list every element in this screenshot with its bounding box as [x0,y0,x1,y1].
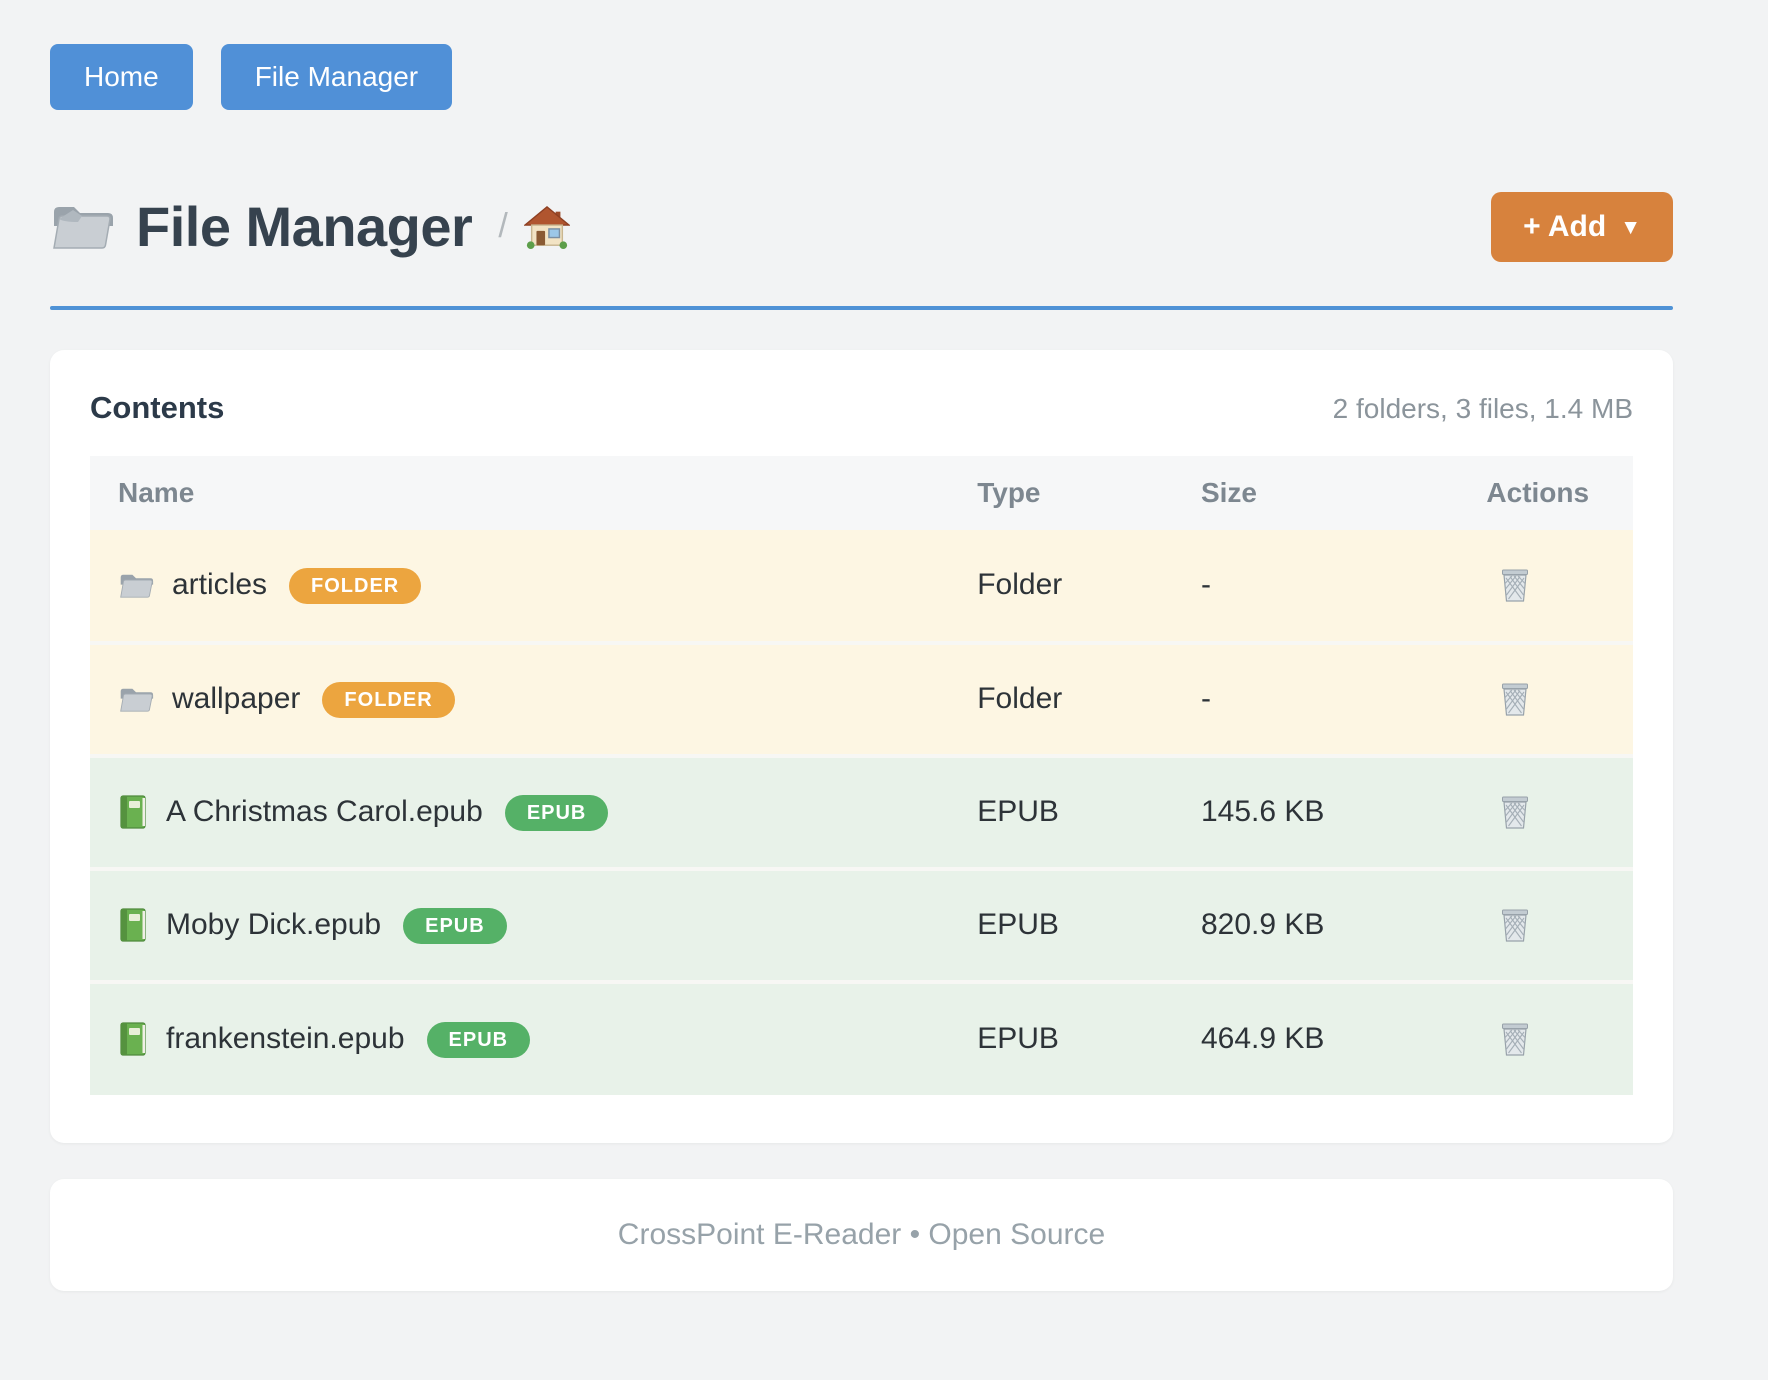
add-button[interactable]: + Add ▼ [1491,191,1673,262]
trash-icon [1502,683,1529,716]
home-button[interactable]: Home [50,44,193,110]
table-row-moby-dick[interactable]: Moby Dick.epub EPUB EPUB 820.9 KB [90,868,1633,982]
file-link[interactable]: A Christmas Carol.epub [166,795,483,829]
column-header-type: Type [977,476,1041,508]
trash-icon [1502,796,1529,829]
house-icon [523,205,570,249]
folder-icon [53,206,113,249]
title-divider [50,305,1673,310]
folder-link[interactable]: articles [172,568,268,602]
table-row-wallpaper[interactable]: wallpaper FOLDER Folder - [90,642,1633,756]
trash-icon [1502,909,1529,942]
size-value: 820.9 KB [1200,908,1325,942]
page-header: File Manager / + Add ▼ [50,191,1673,262]
contents-summary: 2 folders, 3 files, 1.4 MB [1332,392,1633,424]
folder-link[interactable]: wallpaper [172,682,301,716]
breadcrumb: / [498,204,570,250]
delete-button[interactable] [1486,567,1530,603]
column-header-actions: Actions [1486,476,1590,508]
top-nav: Home File Manager [50,44,1673,110]
delete-button[interactable] [1486,681,1530,717]
size-value: 464.9 KB [1200,1022,1325,1056]
epub-badge: EPUB [504,795,609,832]
folder-badge: FOLDER [322,682,455,719]
type-value: EPUB [977,795,1059,829]
table-header-row: Name Type Size Actions [90,455,1633,530]
type-value: EPUB [977,1022,1059,1056]
epub-badge: EPUB [426,1022,531,1059]
book-icon [118,1021,148,1057]
contents-card: Contents 2 folders, 3 files, 1.4 MB Name… [50,349,1673,1143]
column-header-name: Name [118,476,195,508]
trash-icon [1502,1023,1529,1056]
file-manager-button[interactable]: File Manager [220,44,453,110]
breadcrumb-home-link[interactable] [523,204,570,250]
delete-button[interactable] [1486,907,1530,943]
table-row-frankenstein[interactable]: frankenstein.epub EPUB EPUB 464.9 KB [90,981,1633,1095]
book-icon [118,794,148,830]
folder-badge: FOLDER [289,568,422,605]
type-value: Folder [977,682,1063,716]
column-header-size: Size [1200,476,1257,508]
table-row-christmas-carol[interactable]: A Christmas Carol.epub EPUB EPUB 145.6 K… [90,755,1633,869]
footer-text: CrossPoint E-Reader • Open Source [617,1217,1106,1251]
delete-button[interactable] [1486,794,1530,830]
chevron-down-icon: ▼ [1620,216,1641,240]
type-value: Folder [977,568,1063,602]
table-row-articles[interactable]: articles FOLDER Folder - [90,529,1633,643]
delete-button[interactable] [1486,1021,1530,1057]
folder-icon [118,684,154,715]
folder-icon [118,570,154,601]
footer: CrossPoint E-Reader • Open Source [50,1178,1673,1291]
epub-badge: EPUB [403,908,507,945]
size-value: - [1200,682,1211,716]
add-button-label: + Add [1523,209,1607,243]
file-link[interactable]: frankenstein.epub [166,1022,405,1056]
trash-icon [1502,569,1529,602]
file-table: Name Type Size Actions articl [90,455,1633,1095]
file-link[interactable]: Moby Dick.epub [166,908,382,942]
book-icon [118,907,148,943]
size-value: 145.6 KB [1200,795,1325,829]
breadcrumb-separator: / [498,207,508,246]
type-value: EPUB [977,908,1059,942]
size-value: - [1200,568,1211,602]
contents-heading: Contents [90,389,225,425]
page-title: File Manager [136,195,473,259]
